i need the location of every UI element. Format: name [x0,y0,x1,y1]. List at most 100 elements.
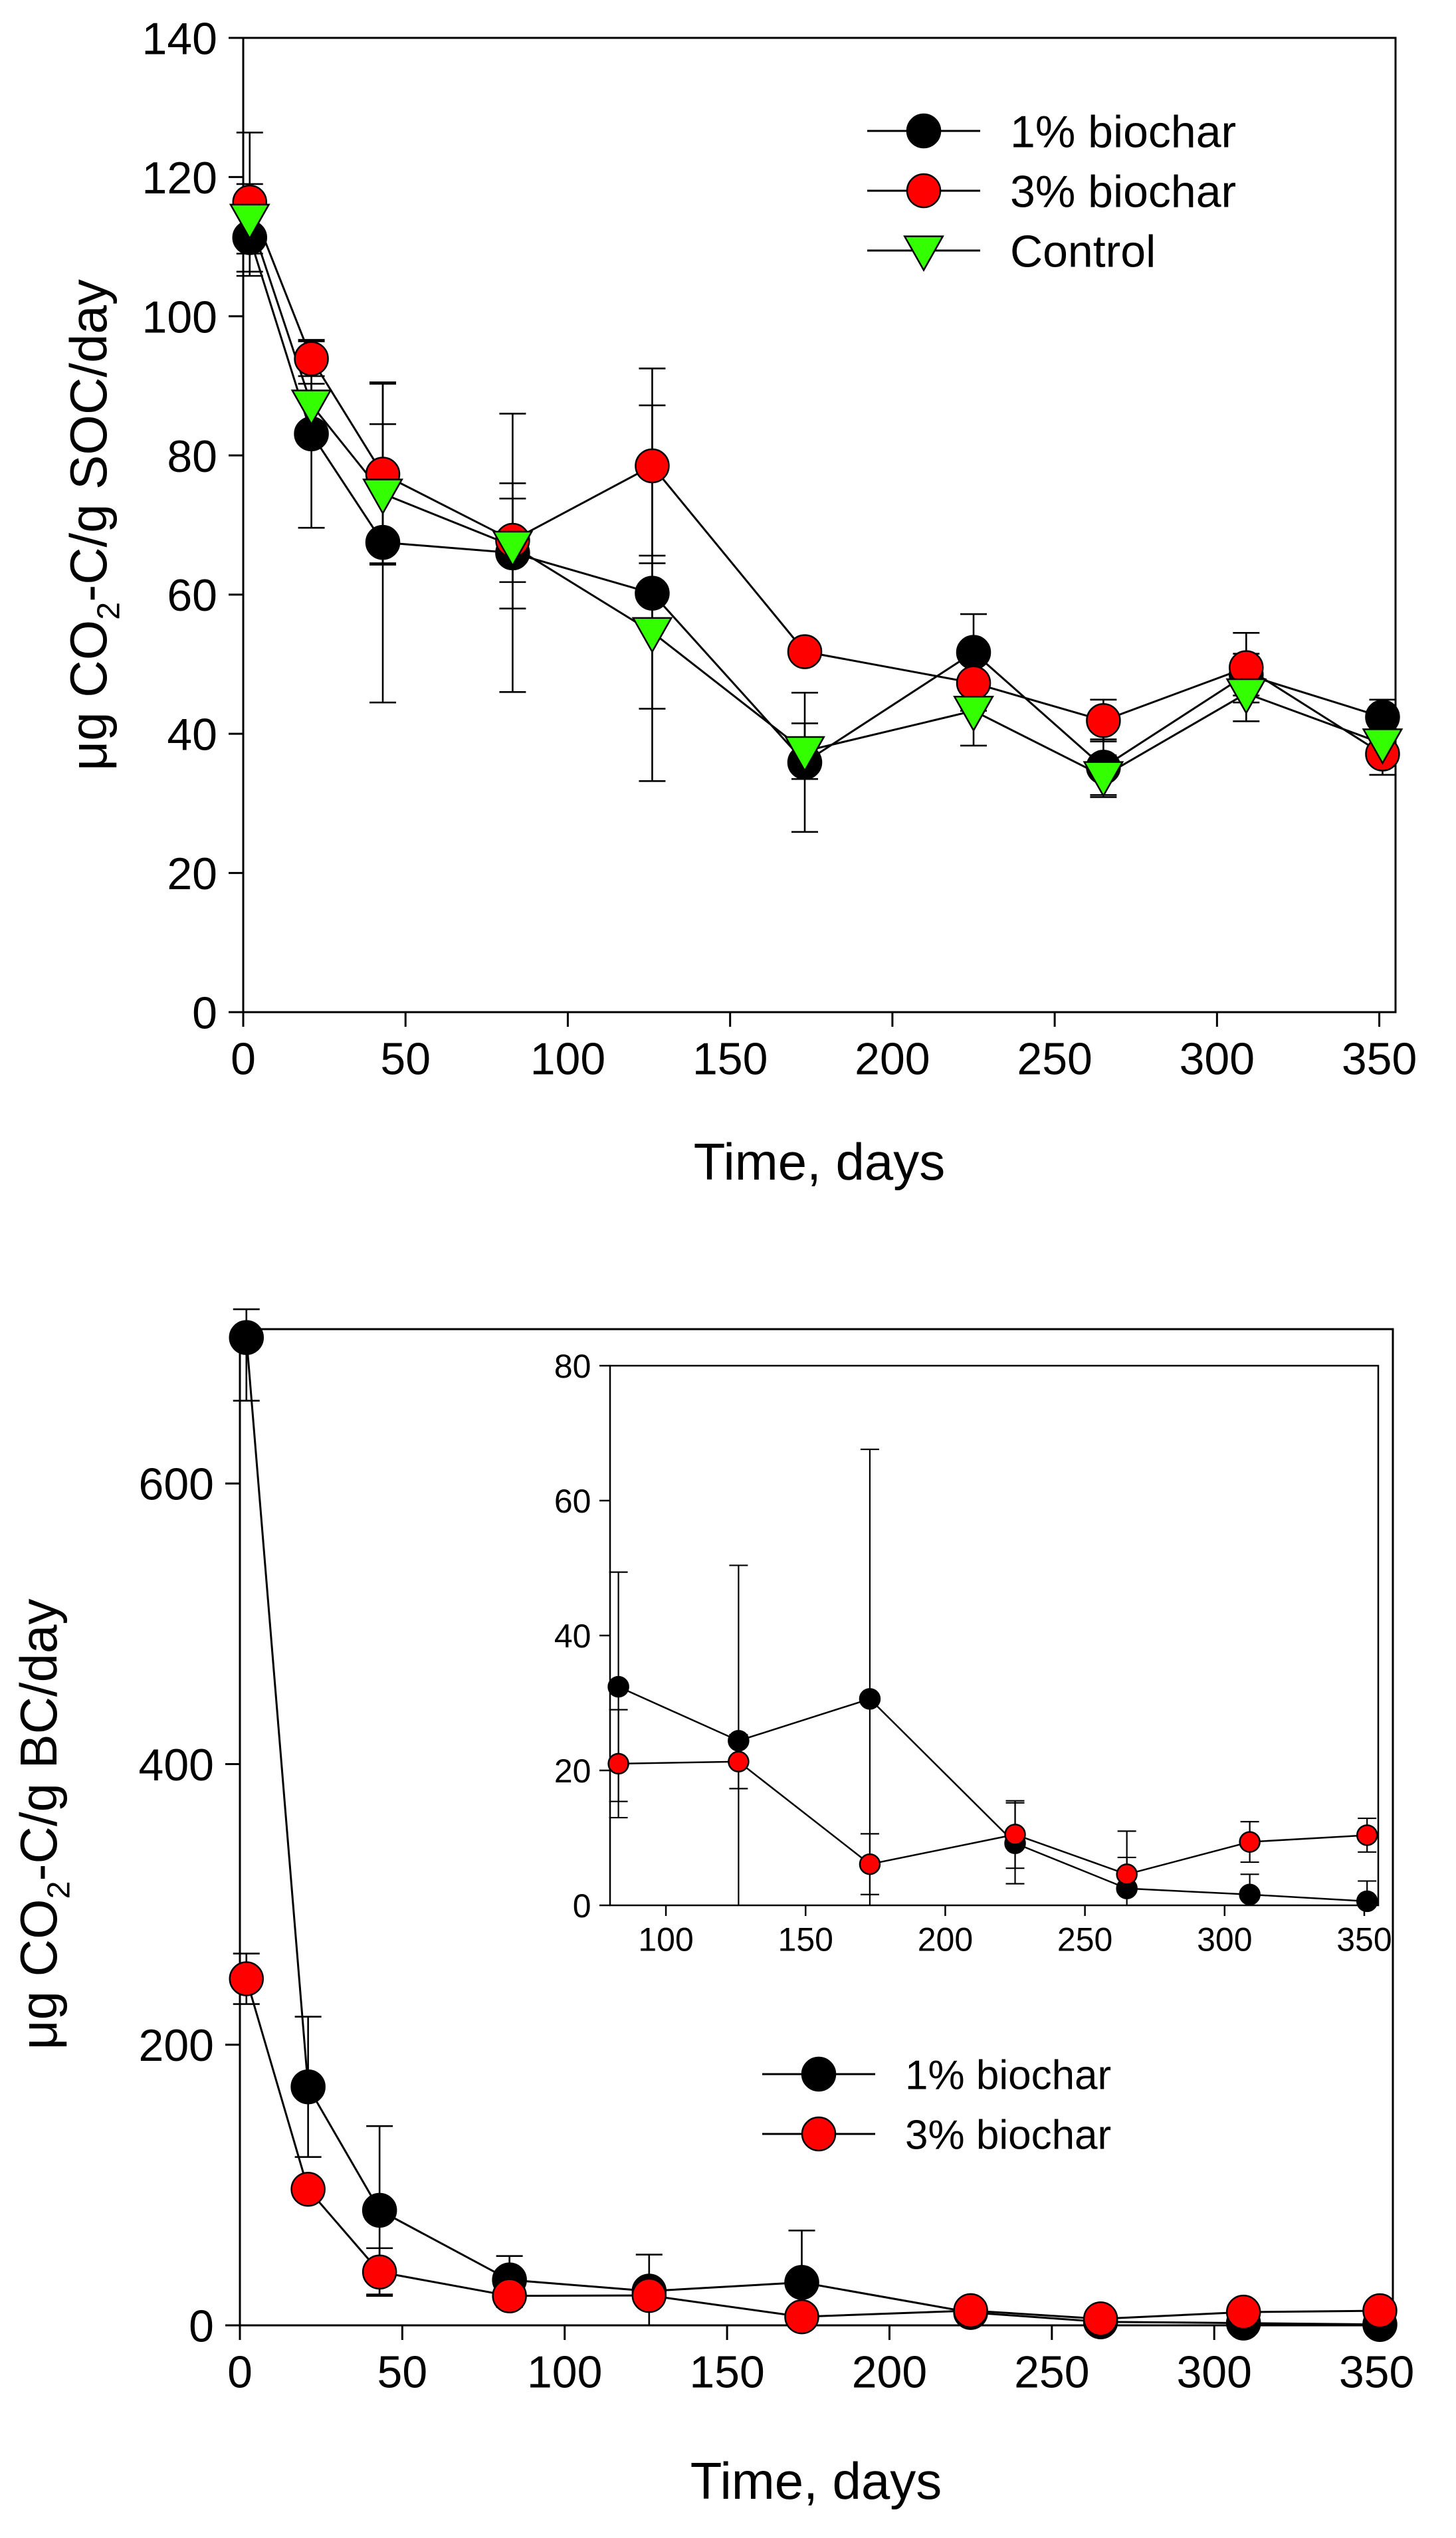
data-point [784,736,825,773]
data-point [1086,702,1121,738]
top-x-tick-label: 250 [1017,1033,1092,1084]
inset-y-tick-label: 80 [554,1348,591,1385]
data-point [1239,1831,1261,1853]
inset-x-tick-label: 300 [1197,1921,1252,1958]
top-x-tick-label: 300 [1180,1033,1255,1084]
bottom-x-tick-label: 150 [689,2347,764,2397]
top-legend-label: 1% biochar [1010,106,1236,157]
data-point [1083,761,1124,798]
data-point [953,695,994,732]
series-line [249,201,1384,755]
data-point [290,2171,326,2207]
data-point [635,576,670,611]
bottom-x-tick-label: 100 [527,2347,602,2397]
data-point [229,203,270,241]
top-legend-marker [906,113,942,149]
bottom-y-tick-label: 600 [139,1459,214,1510]
top-plot-frame [242,37,1397,1013]
series-line [245,1337,1380,2326]
top-y-tick-label: 20 [167,849,217,899]
bottom-x-tick-label: 300 [1176,2347,1251,2397]
top-legend-label: 3% biochar [1010,166,1236,217]
inset-x-tick-label: 100 [638,1921,693,1958]
top-y-tick-label: 80 [167,431,217,482]
top-legend-marker [906,173,942,209]
bottom-x-tick-label: 250 [1014,2347,1089,2397]
data-point [294,341,329,376]
bottom-x-tick-label: 350 [1339,2347,1414,2397]
data-point [1225,2294,1261,2330]
bottom-legend-marker [801,2116,837,2152]
series-line [249,237,1383,769]
inset-x-tick-label: 250 [1057,1921,1112,1958]
data-point [635,448,670,484]
data-point [728,1750,750,1773]
bottom-x-tick-label: 200 [852,2347,927,2397]
data-point [365,524,401,560]
top-x-tick-label: 350 [1342,1033,1417,1084]
data-point [1225,678,1267,715]
data-point [859,1688,881,1710]
top-x-tick-label: 200 [855,1033,930,1084]
data-point [1356,1890,1378,1913]
bottom-y-axis-title: μg CO2-C/g BC/day [9,1599,77,2050]
inset-x-tick-label: 150 [778,1921,833,1958]
data-point [631,617,673,654]
data-point [787,634,823,669]
series-line [249,218,1383,778]
data-point [362,478,403,515]
series-line [245,1978,1380,2320]
soc-respiration-chart: 0 50 100 150 200 250 300 350 0 20 40 60 80 100 120 140 1… [59,13,1417,1191]
data-point [1116,1863,1138,1885]
top-x-tick-label: 0 [231,1033,256,1084]
data-point [956,635,991,670]
data-point [956,665,991,700]
bottom-y-tick-label: 400 [139,1740,214,1790]
inset-x-tick-label: 350 [1336,1921,1392,1958]
data-point [607,1752,629,1775]
top-x-tick-label: 150 [692,1033,768,1084]
data-point [1083,2301,1118,2337]
top-legend-marker [903,235,944,272]
bottom-y-tick-label: 200 [139,2020,214,2071]
data-point [290,2069,326,2105]
top-y-tick-label: 120 [142,153,217,203]
inset-x-tick-label: 200 [918,1921,973,1958]
data-point [953,2293,988,2329]
inset-y-tick-label: 20 [554,1752,591,1790]
data-point [1239,1883,1261,1906]
top-y-tick-label: 0 [192,988,217,1038]
bottom-legend-label: 3% biochar [905,2112,1111,2158]
inset-y-tick-label: 60 [554,1483,591,1520]
inset-y-tick-label: 0 [573,1887,591,1925]
bottom-legend-label: 1% biochar [905,2052,1111,2098]
data-point [859,1853,881,1875]
data-point [362,2254,397,2290]
data-point [229,1320,264,1355]
data-point [784,2299,819,2335]
data-point [607,1675,629,1698]
top-x-tick-label: 50 [380,1033,431,1084]
bottom-x-tick-label: 0 [227,2347,253,2397]
bottom-y-tick-label: 0 [189,2301,214,2351]
bottom-legend-marker [801,2056,837,2092]
top-y-tick-label: 140 [142,13,217,64]
data-point [631,2277,667,2313]
data-point [229,1961,264,1996]
top-x-axis-title: Time, days [694,1132,946,1191]
bottom-x-tick-label: 50 [377,2347,428,2397]
top-legend-label: Control [1010,226,1156,276]
data-point [1362,2293,1398,2329]
top-y-axis-title: μg CO2-C/g SOC/day [59,279,127,770]
data-point [290,389,332,426]
data-point [1362,728,1404,765]
top-x-tick-label: 100 [530,1033,605,1084]
data-point [1004,1824,1026,1846]
data-point [492,2278,527,2313]
data-point [492,530,534,568]
bottom-x-axis-title: Time, days [690,2452,942,2510]
data-point [784,2265,819,2300]
top-y-tick-label: 100 [142,292,217,342]
